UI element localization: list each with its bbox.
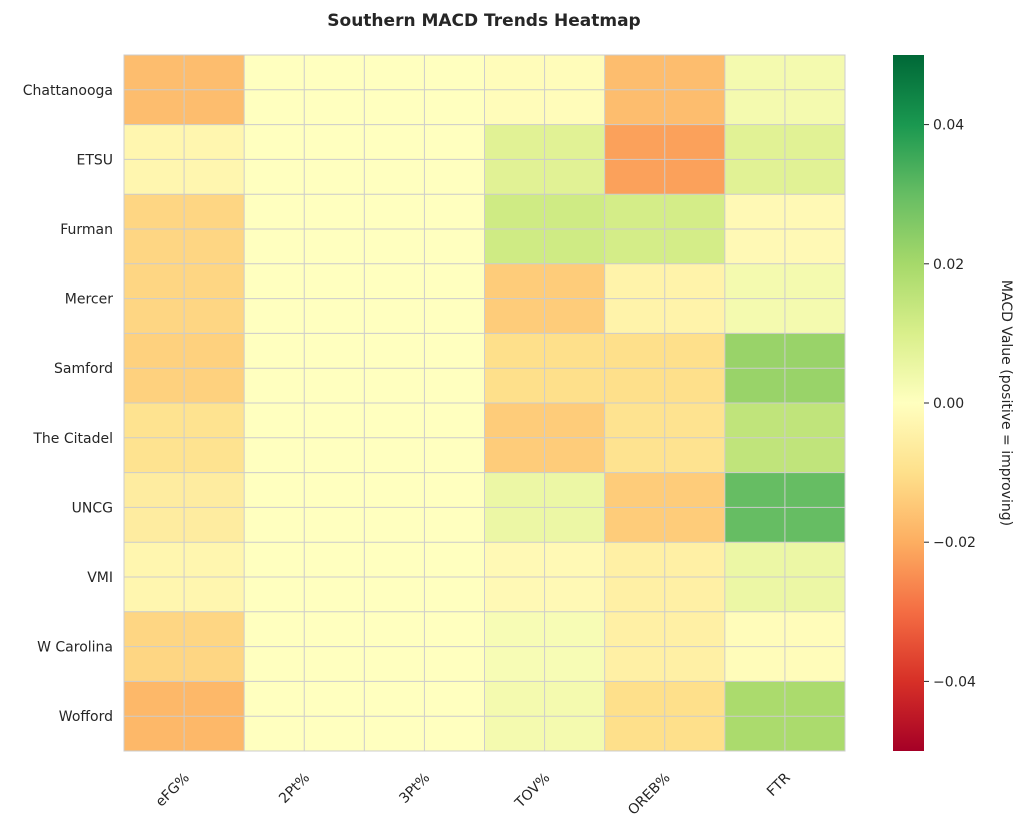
column-label: FTR	[764, 770, 794, 800]
column-label: 3Pt%	[396, 770, 433, 807]
column-label: eFG%	[153, 770, 193, 810]
colorbar-label: MACD Value (positive = improving)	[998, 280, 1014, 526]
row-label: Wofford	[59, 709, 113, 725]
colorbar-tick-label: −0.02	[933, 535, 976, 551]
plot-frame	[123, 54, 846, 752]
row-label: Chattanooga	[23, 83, 113, 99]
colorbar-tick-label: −0.04	[933, 674, 976, 690]
chart-title: Southern MACD Trends Heatmap	[327, 11, 640, 31]
colorbar-tick-label: 0.02	[933, 257, 964, 273]
row-label: ETSU	[76, 152, 113, 168]
row-label: Furman	[60, 222, 113, 238]
row-label: Samford	[54, 361, 113, 377]
row-label: Mercer	[65, 292, 113, 308]
colorbar-tick-label: 0.04	[933, 118, 964, 134]
row-label: The Citadel	[32, 431, 113, 447]
column-labels: eFG% 2Pt% 3Pt% TOV% OREB% FTR	[153, 770, 794, 819]
row-labels: Chattanooga ETSU Furman Mercer Samford The Ci…	[23, 83, 113, 725]
colorbar	[893, 55, 924, 751]
row-label: VMI	[87, 570, 113, 586]
colorbar-tick-label: 0.00	[933, 396, 964, 412]
row-label: W Carolina	[37, 640, 113, 656]
colorbar-ticks: −0.04 −0.02 0.00 0.02 0.04	[924, 118, 976, 690]
row-label: UNCG	[72, 500, 113, 516]
column-label: 2Pt%	[276, 770, 313, 807]
grid-lines	[124, 55, 845, 751]
column-label: OREB%	[625, 770, 673, 818]
column-label: TOV%	[512, 770, 554, 812]
